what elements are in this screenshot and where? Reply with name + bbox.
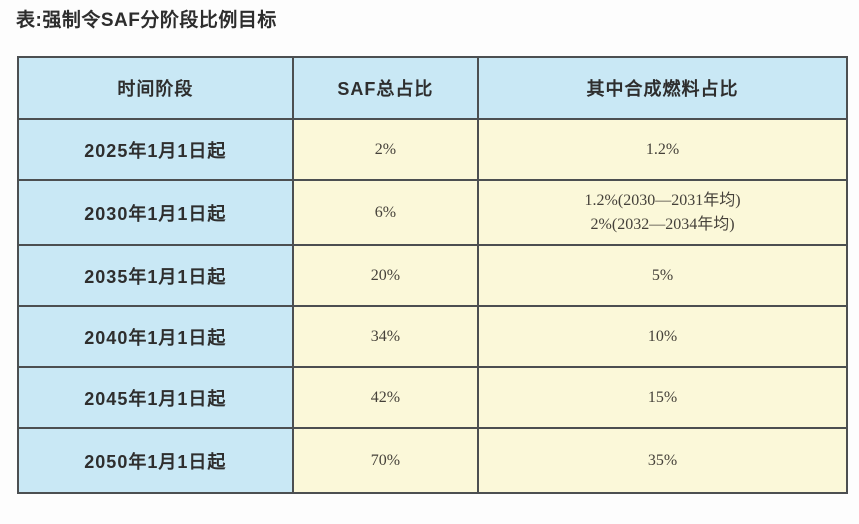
saf-targets-table: 时间阶段 SAF总占比 其中合成燃料占比 2025年1月1日起 2% 1.2% … (17, 56, 848, 494)
synthetic-line-1: 35% (647, 451, 678, 469)
period-cell: 2035年1月1日起 (17, 244, 294, 307)
period-cell: 2045年1月1日起 (17, 366, 294, 429)
synthetic-cell: 1.2% (477, 118, 848, 181)
saf-total-cell: 6% (291, 179, 480, 246)
table-row: 2035年1月1日起 20% 5% (17, 244, 848, 307)
header-period: 时间阶段 (17, 56, 294, 120)
synthetic-cell: 1.2%(2030—2031年均) 2%(2032—2034年均) (477, 179, 848, 246)
table-row: 2040年1月1日起 34% 10% (17, 305, 848, 368)
period-cell: 2040年1月1日起 (17, 305, 294, 368)
header-row: 时间阶段 SAF总占比 其中合成燃料占比 (17, 56, 848, 120)
saf-total-cell: 42% (291, 366, 480, 429)
table-row: 2025年1月1日起 2% 1.2% (17, 118, 848, 181)
synthetic-line-1: 1.2%(2030—2031年均) (584, 192, 741, 210)
synthetic-cell: 10% (477, 305, 848, 368)
synthetic-line-2: 2%(2032—2034年均) (590, 215, 735, 233)
period-cell: 2025年1月1日起 (17, 118, 294, 181)
saf-total-cell: 34% (291, 305, 480, 368)
synthetic-cell: 35% (477, 427, 848, 494)
table-row: 2050年1月1日起 70% 35% (17, 427, 848, 494)
period-cell: 2050年1月1日起 (17, 427, 294, 494)
saf-total-cell: 20% (291, 244, 480, 307)
synthetic-cell: 15% (477, 366, 848, 429)
synthetic-cell: 5% (477, 244, 848, 307)
table-title: 表:强制令SAF分阶段比例目标 (16, 10, 277, 31)
saf-total-cell: 2% (291, 118, 480, 181)
table-row: 2045年1月1日起 42% 15% (17, 366, 848, 429)
header-saf-total: SAF总占比 (291, 56, 480, 120)
synthetic-line-1: 10% (647, 327, 678, 345)
saf-total-cell: 70% (291, 427, 480, 494)
synthetic-line-1: 15% (647, 388, 678, 406)
period-cell: 2030年1月1日起 (17, 179, 294, 246)
header-synthetic: 其中合成燃料占比 (477, 56, 848, 120)
table-row: 2030年1月1日起 6% 1.2%(2030—2031年均) 2%(2032—… (17, 179, 848, 246)
synthetic-line-1: 5% (651, 266, 674, 284)
synthetic-line-1: 1.2% (645, 140, 680, 158)
